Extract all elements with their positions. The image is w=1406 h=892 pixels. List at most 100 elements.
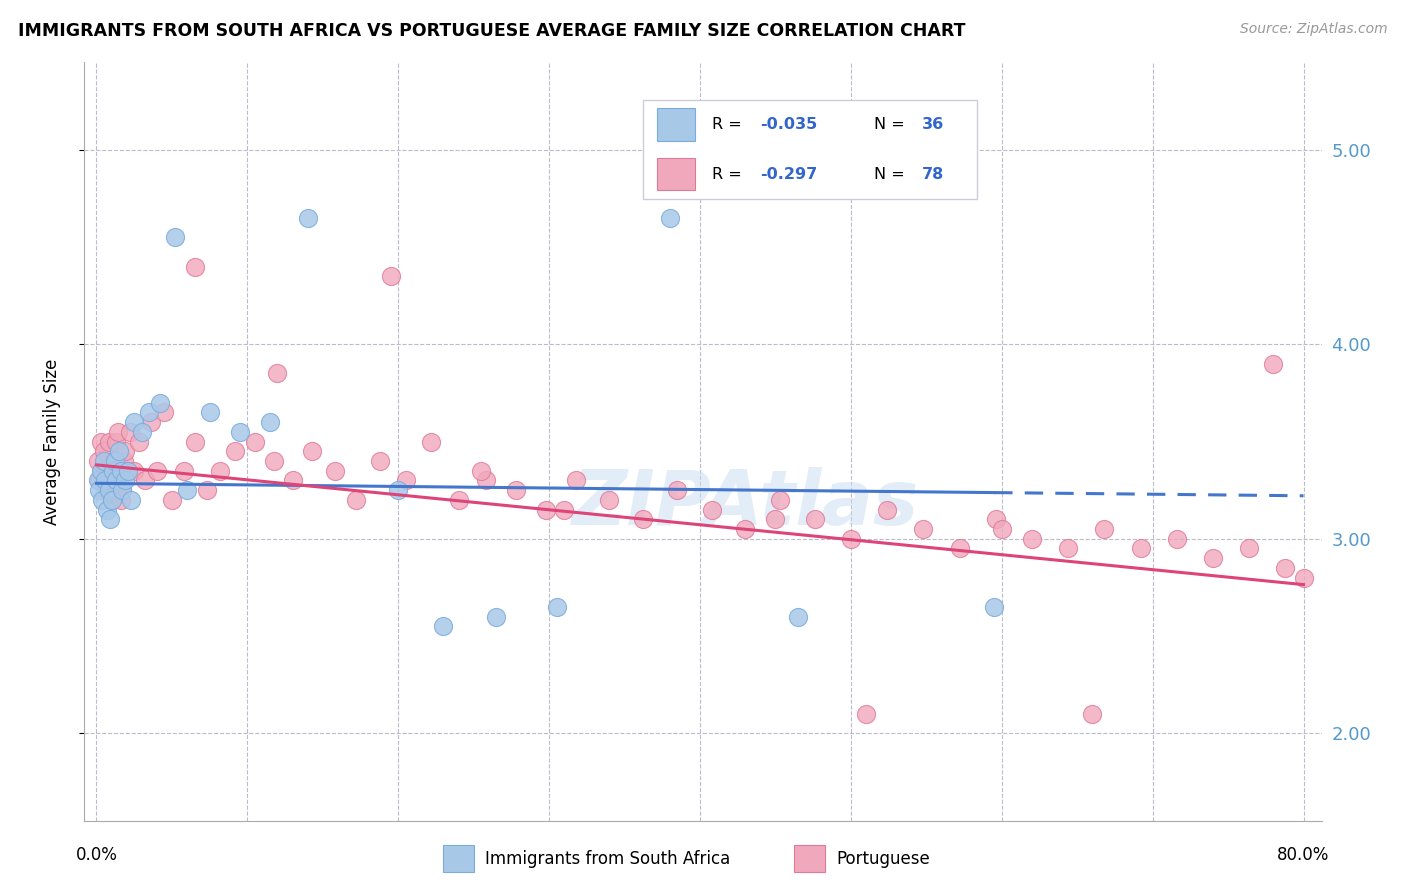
Text: 36: 36	[922, 117, 945, 132]
Point	[700, 502, 723, 516]
Point	[266, 367, 288, 381]
Point	[134, 474, 156, 488]
Point	[1129, 541, 1152, 556]
Point	[117, 464, 139, 478]
Text: 0.0%: 0.0%	[76, 846, 117, 863]
Point	[658, 211, 681, 225]
Point	[198, 405, 221, 419]
Point	[163, 230, 186, 244]
Point	[118, 425, 141, 439]
Point	[93, 444, 115, 458]
Point	[505, 483, 527, 497]
Point	[108, 464, 131, 478]
Point	[984, 512, 1007, 526]
Point	[1092, 522, 1115, 536]
Text: 78: 78	[922, 167, 945, 182]
Point	[90, 464, 112, 478]
Text: Source: ZipAtlas.com: Source: ZipAtlas.com	[1240, 22, 1388, 37]
Point	[122, 464, 145, 478]
Point	[1166, 532, 1188, 546]
Point	[546, 599, 568, 614]
Y-axis label: Average Family Size: Average Family Size	[42, 359, 60, 524]
Point	[100, 492, 122, 507]
Point	[173, 464, 195, 478]
Point	[160, 492, 183, 507]
Point	[146, 464, 169, 478]
Point	[105, 434, 128, 449]
Point	[98, 512, 121, 526]
Point	[1274, 561, 1296, 575]
Point	[91, 492, 114, 507]
Point	[912, 522, 935, 536]
Point	[769, 492, 792, 507]
Point	[90, 434, 112, 449]
Point	[666, 483, 689, 497]
Point	[224, 444, 246, 458]
Point	[344, 492, 367, 507]
Point	[101, 454, 124, 468]
Point	[1081, 706, 1104, 721]
Text: -0.035: -0.035	[761, 117, 817, 132]
Text: Portuguese: Portuguese	[837, 850, 931, 868]
Point	[97, 434, 120, 449]
Point	[96, 502, 118, 516]
Point	[94, 474, 117, 488]
Point	[110, 464, 132, 478]
Point	[111, 483, 134, 497]
Point	[803, 512, 825, 526]
Point	[98, 474, 121, 488]
Point	[110, 492, 132, 507]
Point	[323, 464, 346, 478]
Point	[87, 454, 110, 468]
Text: R =: R =	[711, 167, 747, 182]
Point	[183, 434, 205, 449]
Point	[876, 502, 898, 516]
Point	[112, 454, 135, 468]
Point	[1021, 532, 1043, 546]
Text: IMMIGRANTS FROM SOUTH AFRICA VS PORTUGUESE AVERAGE FAMILY SIZE CORRELATION CHART: IMMIGRANTS FROM SOUTH AFRICA VS PORTUGUE…	[18, 22, 966, 40]
Point	[631, 512, 654, 526]
Point	[229, 425, 252, 439]
Point	[91, 464, 114, 478]
Point	[103, 483, 125, 497]
Point	[111, 483, 134, 497]
Point	[420, 434, 443, 449]
Point	[87, 474, 110, 488]
Text: ZIPAtlas: ZIPAtlas	[572, 467, 920, 541]
Point	[565, 474, 588, 488]
Bar	[657, 108, 695, 141]
Point	[243, 434, 266, 449]
Point	[1292, 571, 1315, 585]
Point	[787, 609, 810, 624]
Point	[553, 502, 575, 516]
Point	[96, 483, 118, 497]
Point	[101, 464, 124, 478]
Point	[734, 522, 756, 536]
Point	[1237, 541, 1260, 556]
Point	[948, 541, 970, 556]
Point	[153, 405, 176, 419]
Point	[263, 454, 285, 468]
Text: -0.297: -0.297	[761, 167, 817, 182]
Point	[368, 454, 391, 468]
Point	[94, 464, 117, 478]
Text: 80.0%: 80.0%	[1277, 846, 1330, 863]
Point	[115, 464, 138, 478]
Text: N =: N =	[875, 117, 910, 132]
Point	[176, 483, 198, 497]
Point	[183, 260, 205, 274]
Point	[108, 444, 131, 458]
Point	[474, 474, 496, 488]
Point	[138, 405, 160, 419]
Point	[447, 492, 470, 507]
Point	[120, 492, 142, 507]
Point	[855, 706, 877, 721]
FancyBboxPatch shape	[643, 100, 977, 199]
Point	[387, 483, 409, 497]
Point	[839, 532, 862, 546]
Point	[432, 619, 454, 633]
Point	[470, 464, 492, 478]
Point	[128, 434, 150, 449]
Point	[131, 425, 153, 439]
Point	[534, 502, 557, 516]
